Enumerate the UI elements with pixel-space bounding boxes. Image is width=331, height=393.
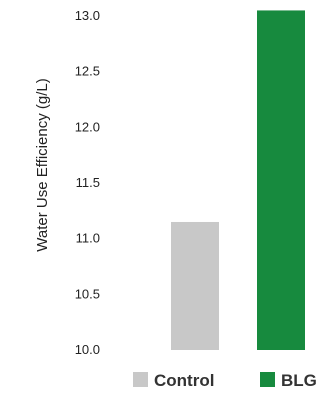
y-tick-label: 11.5 — [76, 175, 100, 190]
legend-swatch-control — [133, 372, 148, 387]
y-tick-label: 11.0 — [76, 231, 100, 246]
y-tick-label: 12.5 — [75, 64, 100, 79]
legend: Control BLG — [133, 371, 317, 390]
bars — [171, 10, 305, 351]
y-tick-label: 12.0 — [75, 119, 100, 134]
y-tick-label: 10.5 — [75, 286, 100, 301]
legend-label-blg: BLG — [281, 371, 317, 390]
y-axis-title: Water Use Efficiency (g/L) — [34, 78, 51, 251]
legend-swatch-blg — [260, 372, 275, 387]
y-axis-ticks: 10.0 10.5 11.0 11.5 12.0 12.5 13.0 — [75, 8, 100, 357]
y-tick-label: 13.0 — [75, 8, 100, 23]
bar-blg — [257, 10, 305, 351]
legend-label-control: Control — [154, 371, 214, 390]
y-tick-label: 10.0 — [75, 342, 100, 357]
bar-control — [171, 221, 219, 350]
